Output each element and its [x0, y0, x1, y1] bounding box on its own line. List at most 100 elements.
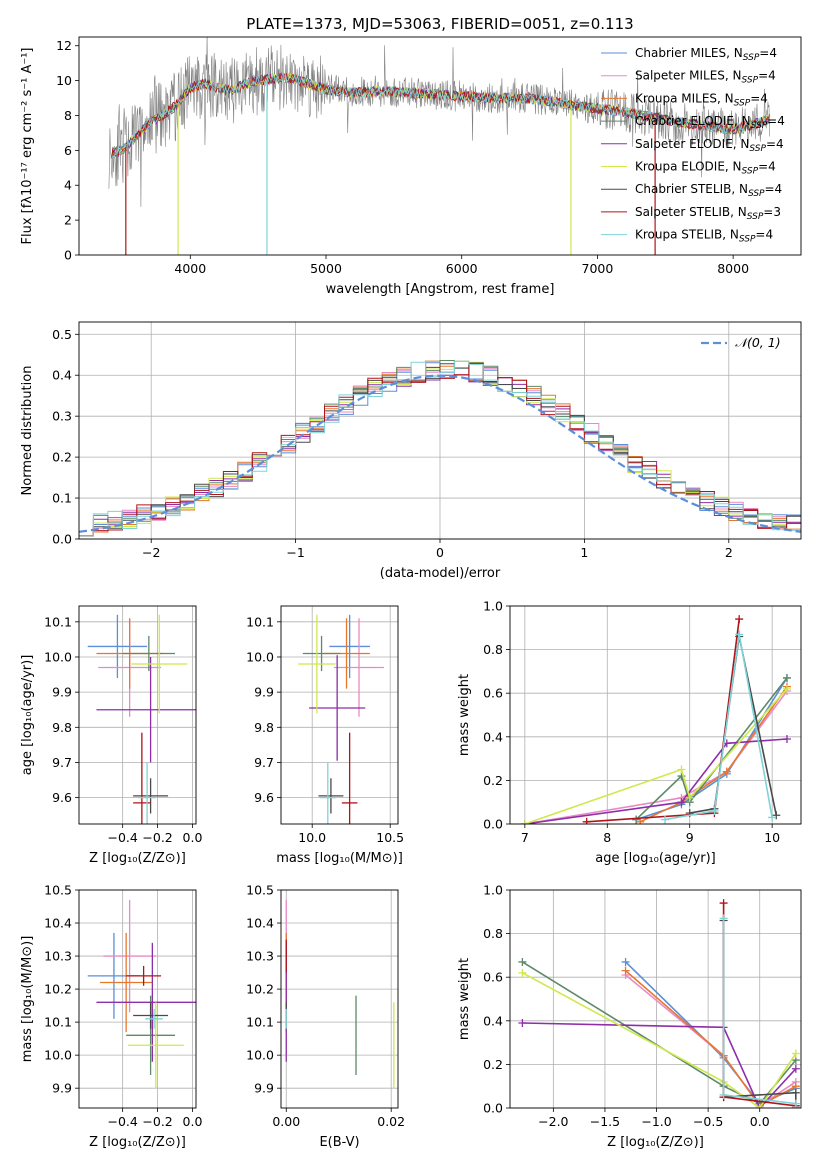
errorbar-point: [320, 762, 336, 824]
series-marker: [755, 1104, 764, 1108]
x-tick-label: 0.0: [183, 1114, 203, 1129]
errorbar-point: [133, 1002, 169, 1029]
y-tick-label: 0.3: [52, 409, 72, 424]
axes-frame: [280, 889, 399, 1109]
y-tick-label: 10.1: [44, 1015, 72, 1030]
plot-area: [87, 899, 196, 1089]
y-tick-label: 10.1: [246, 614, 274, 629]
legend-subscript: SSP: [747, 212, 764, 222]
legend-subscript: SSP: [751, 121, 768, 131]
series-line: [524, 688, 788, 824]
y-tick-label: 0.8: [483, 642, 503, 657]
legend-subscript: SSP: [739, 235, 756, 245]
plot-area: [518, 899, 800, 1108]
series-marker: [710, 806, 719, 815]
y-tick-label: 0.2: [483, 773, 503, 788]
y-tick-label: 10.1: [246, 1015, 274, 1030]
series-marker: [772, 811, 781, 820]
y-tick-label: 0.6: [483, 686, 503, 701]
y-axis-label: mass weight: [457, 674, 472, 756]
y-tick-label: 10.0: [246, 1048, 274, 1063]
legend-text: Chabrier ELODIE, N: [635, 114, 751, 128]
legend-label: Salpeter MILES, NSSP=4: [635, 69, 776, 86]
y-tick-label: 0.4: [52, 368, 72, 383]
axes-layer: 4000 5000 6000 7000 8000024681012wavelength …: [20, 36, 802, 1150]
legend-value: =4: [767, 114, 785, 128]
y-tick-label: 6: [64, 143, 72, 158]
chart-weight-vs-age: 7 8 9 10 0.0 0.2 0.4 0.6 0.8 1.0 age [log₁₀(age/yr…: [457, 599, 802, 866]
errorbar-point: [302, 635, 341, 672]
figure-title: PLATE=1373, MJD=53063, FIBERID=0051, z=0…: [246, 15, 633, 33]
y-tick-label: 1.0: [483, 883, 503, 898]
legend-label: Salpeter STELIB, NSSP=3: [635, 205, 781, 222]
legend-label: Kroupa ELODIE, NSSP=4: [635, 160, 776, 177]
x-tick-label: 4000: [174, 261, 206, 276]
x-tick-label: 0.02: [377, 1114, 405, 1129]
series-line: [524, 738, 788, 824]
y-axis-label: mass [log₁₀(M/M⊙)]: [20, 936, 35, 1063]
x-tick-label: −0.4: [107, 830, 137, 845]
y-axis-label: Normed distribution: [20, 366, 35, 496]
legend-value: =4: [759, 46, 777, 60]
series-marker: [621, 966, 630, 975]
series-marker: [735, 630, 744, 639]
series-marker: [782, 673, 791, 682]
y-tick-label: 0.8: [483, 926, 503, 941]
y-tick-label: 10.5: [44, 883, 72, 898]
model-line: [111, 72, 771, 159]
y-tick-label: 4: [64, 178, 72, 193]
x-tick-label: −0.4: [107, 1114, 137, 1129]
x-axis-label: wavelength [Angstrom, rest frame]: [326, 282, 555, 297]
x-tick-label: 10: [764, 830, 780, 845]
legend-value: =4: [765, 182, 783, 196]
y-tick-label: 2: [64, 213, 72, 228]
plot-area: [87, 614, 196, 824]
series-line: [522, 1022, 797, 1108]
legend-entry: Kroupa STELIB, NSSP=4: [601, 228, 773, 245]
legend-value: =4: [758, 160, 776, 174]
errorbar-point: [131, 614, 188, 714]
series-marker: [518, 968, 527, 977]
y-tick-label: 0.2: [52, 450, 72, 465]
x-tick-label: 8000: [717, 261, 749, 276]
legend-text: Kroupa ELODIE, N: [635, 160, 742, 174]
series-marker: [791, 1104, 800, 1108]
errorbar-point: [329, 614, 370, 679]
chart-residuals: −2 −1 0 1 2 0.0 0.1 0.2 0.3 0.4 0.5 (data-model)/er…: [20, 321, 802, 581]
y-tick-label: 10: [56, 73, 72, 88]
series-marker: [791, 1088, 800, 1097]
errorbar-point: [96, 942, 196, 1062]
plot-area: [79, 360, 801, 537]
y-tick-label: 9.8: [52, 720, 72, 735]
series-marker: [518, 1018, 527, 1027]
legend-text: Kroupa MILES, N: [635, 91, 734, 105]
legend-value: =4: [755, 228, 773, 242]
series-marker: [719, 1090, 728, 1099]
errorbar-point: [133, 778, 169, 814]
y-tick-label: 9.9: [52, 1081, 72, 1096]
axes-frame: [509, 605, 802, 825]
legend-entry: Chabrier STELIB, NSSP=4: [601, 182, 782, 199]
gaussian-curve: [79, 374, 801, 533]
series-marker: [782, 734, 791, 743]
legend-label: Kroupa MILES, NSSP=4: [635, 91, 768, 108]
y-tick-label: 9.9: [254, 1081, 274, 1096]
x-tick-label: −1: [286, 545, 304, 560]
legend-entry: Salpeter ELODIE, NSSP=4: [601, 137, 784, 154]
y-tick-label: 0.2: [483, 1057, 503, 1072]
plot-area: [520, 615, 791, 824]
x-tick-label: −2.0: [538, 1114, 568, 1129]
chart-spectrum: 4000 5000 6000 7000 8000 0 2 4 6 8 10 12 wavelength …: [20, 36, 802, 297]
series-line: [625, 974, 797, 1107]
series-marker: [621, 957, 630, 966]
y-tick-label: 0.0: [483, 1101, 503, 1116]
series-marker: [719, 914, 728, 923]
x-tick-label: −0.2: [142, 1114, 172, 1129]
y-tick-label: 0.0: [483, 817, 503, 832]
x-tick-label: 10.5: [376, 830, 404, 845]
legend-subscript: SSP: [742, 167, 759, 177]
y-tick-label: 10.5: [246, 883, 274, 898]
series-marker: [735, 615, 744, 624]
legend-text: Salpeter STELIB, N: [635, 205, 747, 219]
errorbar-point: [103, 899, 156, 1013]
